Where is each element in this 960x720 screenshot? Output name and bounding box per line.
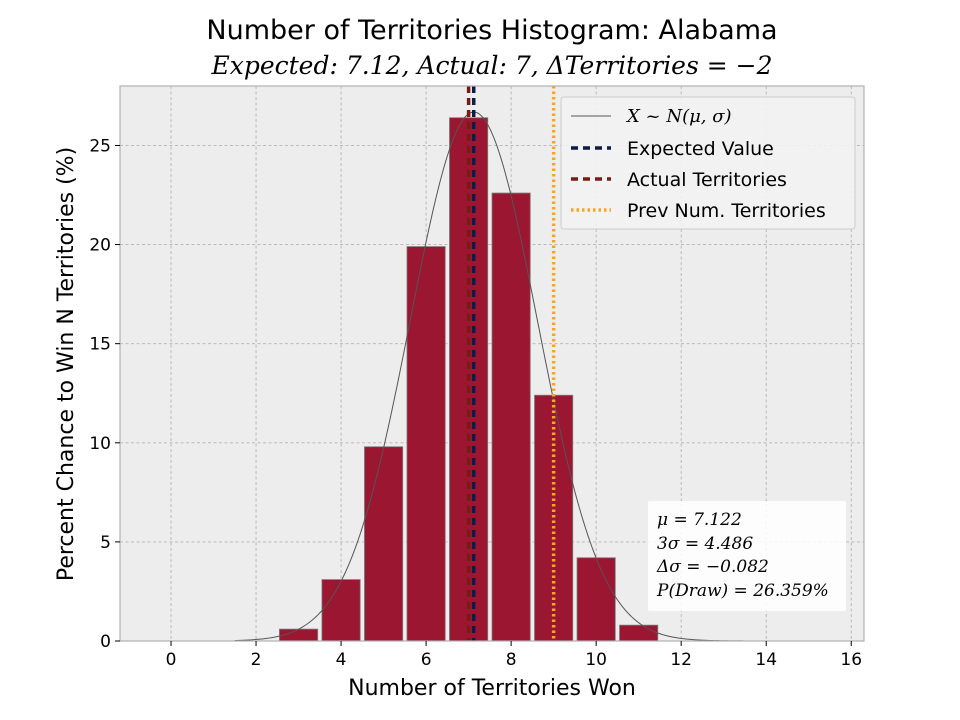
- y-tick-label-20: 20: [89, 236, 111, 256]
- chart-title: Number of Territories Histogram: Alabama: [206, 15, 777, 46]
- bar-6: [406, 246, 446, 642]
- x-tick-label-4: 4: [336, 650, 347, 670]
- x-tick-label-16: 16: [840, 650, 862, 670]
- x-tick-label-14: 14: [755, 650, 777, 670]
- bar-4: [321, 579, 361, 642]
- x-tick-label-10: 10: [585, 650, 607, 670]
- bar-9: [534, 394, 574, 642]
- x-axis-label: Number of Territories Won: [348, 676, 636, 701]
- plot-frame: [119, 85, 865, 642]
- y-tick-label-15: 15: [89, 335, 111, 355]
- bar-5: [364, 446, 404, 642]
- x-tick-label-2: 2: [251, 650, 262, 670]
- stats-p-draw: P(Draw) = 26.359%: [656, 581, 829, 601]
- chart-subtitle: Expected: 7.12, Actual: 7, ΔTerritories …: [210, 51, 772, 80]
- y-axis-ticks: 0 5 10 15 20 25: [89, 136, 120, 652]
- x-tick-label-6: 6: [421, 650, 432, 670]
- legend-label-curve: X ~ N(μ, σ): [625, 106, 732, 127]
- stats-delta-sigma: Δσ = −0.082: [656, 557, 769, 577]
- x-axis-ticks: 0 2 4 6 8 10 12 14 16: [166, 641, 862, 670]
- x-tick-label-8: 8: [506, 650, 517, 670]
- y-tick-label-25: 25: [89, 136, 111, 156]
- bar-8: [491, 192, 531, 642]
- legend-label-prev: Prev Num. Territories: [627, 200, 826, 222]
- legend-box: [560, 96, 856, 230]
- y-tick-label-0: 0: [100, 632, 111, 652]
- legend: X ~ N(μ, σ) Expected Value Actual Territ…: [560, 96, 856, 230]
- stats-mu: μ = 7.122: [657, 510, 742, 530]
- bar-11: [619, 624, 659, 642]
- x-tick-label-0: 0: [166, 650, 177, 670]
- reference-lines: [466, 86, 556, 641]
- bars: [279, 117, 659, 642]
- y-tick-label-5: 5: [100, 533, 111, 553]
- stats-3sigma: 3σ = 4.486: [657, 534, 753, 554]
- stats-box-background: [648, 501, 846, 611]
- y-axis-label: Percent Chance to Win N Territories (%): [54, 147, 79, 581]
- legend-label-actual: Actual Territories: [627, 169, 787, 191]
- x-tick-label-12: 12: [670, 650, 692, 670]
- legend-label-expected: Expected Value: [627, 138, 774, 160]
- y-tick-label-10: 10: [89, 434, 111, 454]
- stats-box: μ = 7.122 3σ = 4.486 Δσ = −0.082 P(Draw)…: [648, 501, 846, 611]
- bar-10: [576, 557, 616, 642]
